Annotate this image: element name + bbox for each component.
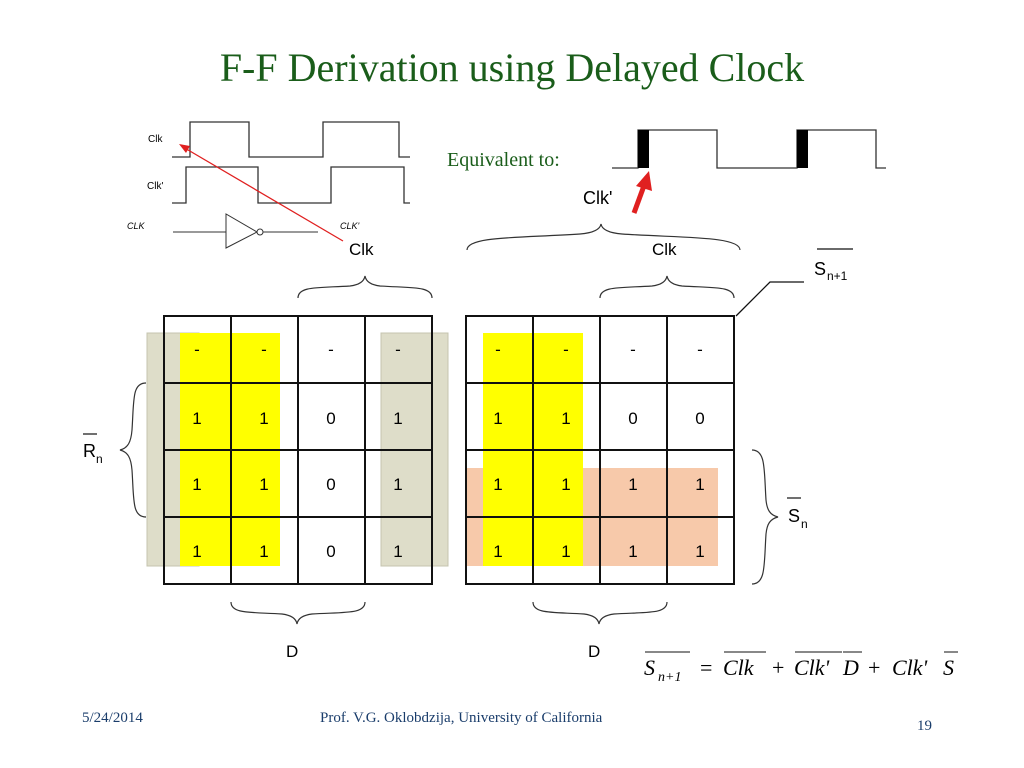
red-pointer-arrowhead	[179, 144, 190, 153]
inverter-triangle-icon	[225, 213, 259, 249]
kmap-right-side-sub: n	[801, 517, 808, 531]
eq-term3b: S	[943, 655, 954, 680]
kmap-right-cell: -	[495, 340, 501, 359]
kmap-right-cell: 1	[561, 475, 570, 494]
kmap-right-cell: 1	[695, 475, 704, 494]
kmap-left-side-label: R	[83, 441, 96, 461]
equivalent-label: Equivalent to:	[447, 149, 560, 171]
eq-lhs-sub: n+1	[658, 670, 681, 685]
kmap-right-cell: 1	[628, 542, 637, 561]
pulse-bar-1	[638, 130, 649, 168]
kmap-right-cell: 1	[493, 475, 502, 494]
equation: S n+1 = Clk + Clk' D + Clk' S	[644, 651, 958, 685]
clk-wave-label: Clk	[148, 134, 163, 145]
kmap-right: - - - - 1 1 0 0 1 1 1 1 1 1 1 1 Clk S n+…	[465, 240, 853, 661]
kmap-right-cell: 0	[695, 409, 704, 428]
kmap-right-cell: -	[563, 340, 569, 359]
kmap-right-cell: 1	[628, 475, 637, 494]
kmap-right-brace-bottom	[532, 601, 668, 625]
red-pointer-line	[182, 146, 344, 242]
kmap-right-output-sub: n+1	[827, 269, 848, 283]
kmap-left-cell: 0	[326, 409, 335, 428]
kmap-right-brace-side	[751, 449, 779, 585]
kmap-right-cell: -	[697, 340, 703, 359]
slide-title: F-F Derivation using Delayed Clock	[219, 45, 805, 90]
eq-term2b: D	[842, 655, 859, 680]
equivalent-clk-prime-label: Clk'	[583, 188, 612, 208]
kmap-left-brace-side	[119, 382, 147, 518]
output-leader-line	[735, 281, 804, 317]
kmap-left-cell: 1	[259, 475, 268, 494]
kmap-right-output-label: S	[814, 259, 826, 279]
eq-term1: Clk	[723, 655, 755, 680]
eq-term3a: Clk'	[892, 655, 928, 680]
kmap-left-brace-top	[297, 275, 433, 299]
kmap-right-brace-top	[599, 275, 735, 299]
eq-plus1: +	[772, 655, 784, 680]
kmap-right-cell: 1	[561, 409, 570, 428]
eq-term2a: Clk'	[794, 655, 830, 680]
footer-date: 5/24/2014	[82, 710, 143, 726]
equivalent-clock-waveform	[612, 129, 886, 169]
kmap-left-cell: -	[194, 340, 200, 359]
kmap-left-cell: 1	[192, 542, 201, 561]
pulse-bar-2	[797, 130, 808, 168]
inverter-output-label: CLK'	[340, 221, 360, 231]
equivalent-waveform: Equivalent to: Clk'	[447, 129, 886, 251]
kmap-left-grid	[163, 315, 433, 585]
kmap-right-side-label: S	[788, 506, 800, 526]
kmap-right-cell: 0	[628, 409, 637, 428]
kmap-left-d-label: D	[286, 642, 298, 661]
kmap-right-grid	[465, 315, 735, 585]
kmap-right-cell: -	[630, 340, 636, 359]
timing-diagram: Clk Clk' CLK CLK'	[127, 121, 410, 249]
kmap-left-side-sub: n	[96, 452, 103, 466]
footer-page-number: 19	[917, 718, 932, 734]
kmap-left-cell: -	[395, 340, 401, 359]
kmap-left-brace-bottom	[230, 601, 366, 625]
inverter-bubble-icon	[256, 228, 264, 236]
footer-author: Prof. V.G. Oklobdzija, University of Cal…	[320, 710, 603, 726]
clk-prime-waveform	[172, 166, 410, 204]
kmap-right-cell: 1	[493, 542, 502, 561]
clk-prime-wave-label: Clk'	[147, 181, 163, 192]
kmap-left-cell: 1	[393, 542, 402, 561]
eq-equals: =	[700, 655, 712, 680]
eq-lhs: S	[644, 655, 655, 680]
inverter-input-label: CLK	[127, 221, 146, 231]
kmap-left-cell: 1	[393, 475, 402, 494]
kmap-left-cell: 1	[259, 542, 268, 561]
kmap-right-cell: 1	[493, 409, 502, 428]
eq-plus2: +	[868, 655, 880, 680]
kmap-left-cell: 0	[326, 475, 335, 494]
kmap-left-cell: 1	[192, 475, 201, 494]
kmap-right-d-label: D	[588, 642, 600, 661]
red-up-arrow-head	[636, 171, 652, 191]
kmap-left-cell: -	[261, 340, 267, 359]
kmap-left-cell: 0	[326, 542, 335, 561]
kmap-left: - - - - 1 1 0 1 1 1 0 1 1 1 0 1 Clk R n …	[83, 240, 449, 661]
kmap-right-cell: 1	[695, 542, 704, 561]
kmap-left-cell: -	[328, 340, 334, 359]
kmap-left-cell: 1	[192, 409, 201, 428]
kmap-left-cell: 1	[259, 409, 268, 428]
clk-waveform	[172, 121, 410, 158]
kmap-left-clk-label: Clk	[349, 240, 374, 259]
brace-top-wide	[466, 223, 741, 251]
kmap-left-cell: 1	[393, 409, 402, 428]
kmap-right-clk-label: Clk	[652, 240, 677, 259]
kmap-right-cell: 1	[561, 542, 570, 561]
